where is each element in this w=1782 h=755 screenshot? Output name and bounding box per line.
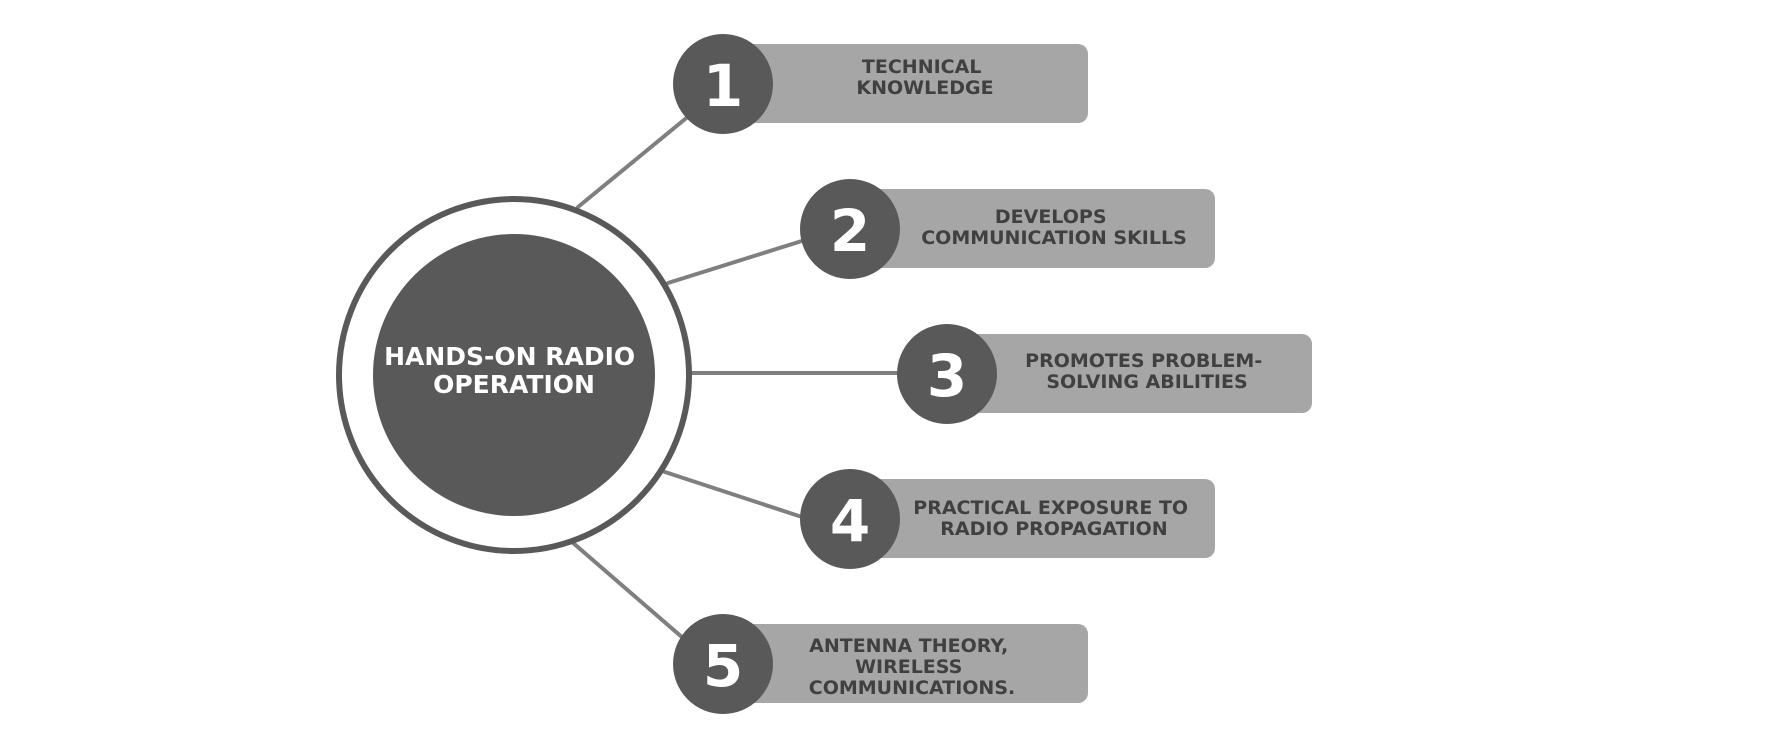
hub-title-line-2: OPERATION: [433, 370, 595, 399]
connector-4: [663, 470, 807, 520]
item-box: [847, 479, 1215, 558]
item-box: [723, 44, 1088, 123]
hub-title-line-1: HANDS-ON RADIO: [384, 342, 635, 371]
item-2: 2 DEVELOPS COMMUNICATION SKILLS: [800, 179, 1215, 279]
item-label-line: COMMUNICATIONS.: [809, 677, 1015, 699]
item-label: ANTENNA THEORY, WIRELESS COMMUNICATIONS.: [809, 635, 1015, 699]
item-box: [945, 334, 1312, 413]
item-5: 5 ANTENNA THEORY, WIRELESS COMMUNICATION…: [673, 614, 1088, 714]
item-label-line: TECHNICAL: [862, 56, 982, 78]
item-label-line: DEVELOPS: [995, 206, 1107, 228]
item-label: PROMOTES PROBLEM- SOLVING ABILITIES: [1025, 350, 1269, 393]
item-label: PRACTICAL EXPOSURE TO RADIO PROPAGATION: [913, 497, 1194, 540]
item-number: 4: [830, 487, 870, 555]
item-number-badge: [897, 324, 997, 424]
item-label-line: PRACTICAL EXPOSURE TO: [913, 497, 1188, 519]
item-label-line: PROMOTES PROBLEM-: [1025, 350, 1262, 372]
item-label: TECHNICAL KNOWLEDGE: [856, 56, 993, 99]
item-3: 3 PROMOTES PROBLEM- SOLVING ABILITIES: [897, 324, 1312, 424]
item-number: 1: [703, 52, 743, 120]
item-box: [723, 624, 1088, 703]
item-number-badge: [800, 179, 900, 279]
item-box: [847, 189, 1215, 268]
item-label-line: KNOWLEDGE: [856, 77, 993, 99]
hub-inner-circle: [373, 234, 655, 516]
item-label-line: COMMUNICATION SKILLS: [921, 227, 1187, 249]
item-number: 3: [927, 342, 967, 410]
item-label-line: WIRELESS: [855, 656, 962, 678]
item-number: 5: [703, 632, 743, 700]
connector-5: [570, 540, 685, 640]
item-number: 2: [830, 197, 870, 265]
item-label-line: RADIO PROPAGATION: [940, 518, 1167, 540]
item-number-badge: [673, 34, 773, 134]
item-1: 1 TECHNICAL KNOWLEDGE: [673, 34, 1088, 134]
item-label-line: SOLVING ABILITIES: [1046, 371, 1247, 393]
connector-2: [666, 238, 807, 285]
hub: HANDS-ON RADIO OPERATION: [336, 196, 692, 554]
connectors: [570, 113, 907, 640]
item-number-badge: [673, 614, 773, 714]
item-4: 4 PRACTICAL EXPOSURE TO RADIO PROPAGATIO…: [800, 469, 1215, 569]
connector-1: [576, 113, 692, 209]
hub-title: HANDS-ON RADIO OPERATION: [384, 342, 644, 399]
item-label: DEVELOPS COMMUNICATION SKILLS: [921, 206, 1187, 249]
item-label-line: ANTENNA THEORY,: [809, 635, 1008, 657]
item-number-badge: [800, 469, 900, 569]
